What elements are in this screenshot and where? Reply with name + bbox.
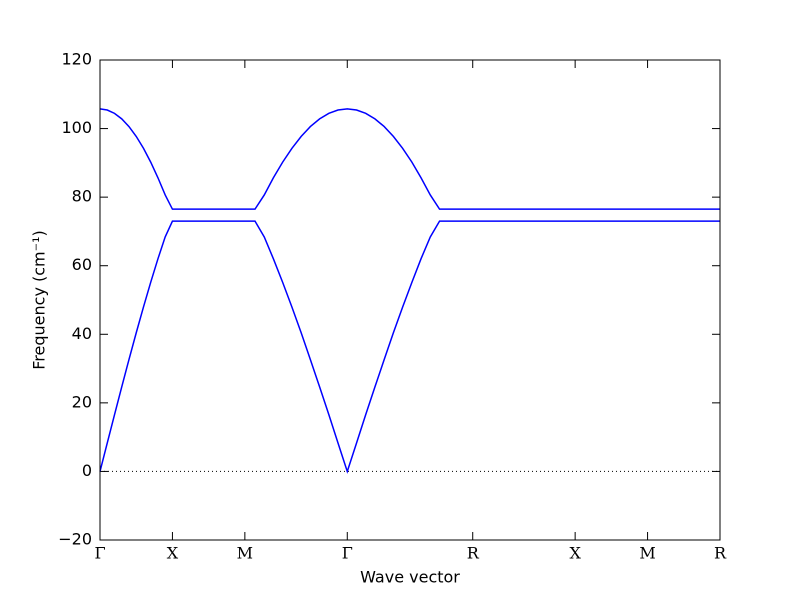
y-tick-label: −20 <box>58 530 92 549</box>
x-tick-label: Γ <box>94 544 105 563</box>
y-axis-label: Frequency (cm⁻¹) <box>30 230 49 369</box>
plot-frame <box>99 59 721 541</box>
x-tick-label: R <box>467 544 480 563</box>
x-tick-label: M <box>237 544 253 563</box>
x-tick-label: R <box>714 544 727 563</box>
x-tick-label: Γ <box>342 544 353 563</box>
band-line <box>99 220 720 474</box>
x-tick-label: X <box>167 544 179 563</box>
y-tick-label: 60 <box>72 255 92 274</box>
y-tick-label: 20 <box>72 392 92 411</box>
band-line <box>99 108 720 210</box>
x-tick-label: M <box>639 544 655 563</box>
x-tick-label: X <box>569 544 581 563</box>
y-tick-label: 100 <box>61 118 92 137</box>
x-axis-label: Wave vector <box>360 568 460 587</box>
y-tick-label: 80 <box>72 187 92 206</box>
y-tick-label: 0 <box>82 461 92 480</box>
y-tick-label: 120 <box>61 50 92 69</box>
y-tick-label: 40 <box>72 324 92 343</box>
